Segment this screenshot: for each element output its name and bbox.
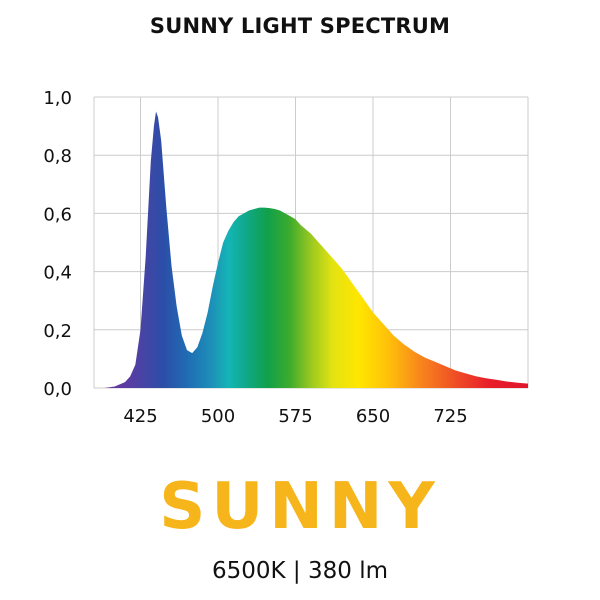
y-tick-labels: 0,0 0,2 0,4 0,6 0,8 1,0 (43, 88, 72, 400)
y-tick-label: 0,2 (43, 321, 72, 342)
brand-logo: SUNNY (159, 470, 441, 544)
spectrum-area (94, 111, 528, 389)
y-tick-label: 1,0 (43, 88, 72, 109)
y-tick-label: 0,4 (43, 263, 72, 284)
x-tick-label: 425 (123, 406, 157, 427)
x-tick-label: 575 (278, 406, 312, 427)
x-tick-label: 725 (433, 406, 467, 427)
x-tick-label: 500 (201, 406, 235, 427)
x-tick-labels: 425 500 575 650 725 (123, 406, 467, 427)
y-tick-label: 0,6 (43, 204, 72, 225)
y-tick-label: 0,8 (43, 146, 72, 167)
chart-title: SUNNY LIGHT SPECTRUM (149, 14, 451, 38)
product-specs: 6500K | 380 lm (212, 558, 388, 584)
x-tick-label: 650 (356, 406, 390, 427)
y-tick-label: 0,0 (43, 379, 72, 400)
